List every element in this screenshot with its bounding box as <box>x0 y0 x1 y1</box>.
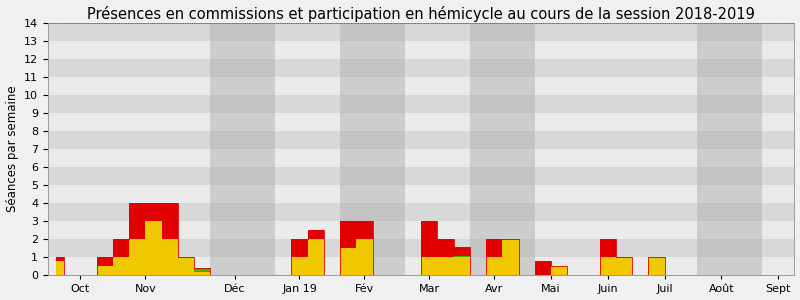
Bar <box>48 239 794 257</box>
Bar <box>470 23 534 275</box>
Bar <box>48 113 794 131</box>
Bar <box>48 257 794 275</box>
Bar <box>48 149 794 167</box>
Bar <box>48 221 794 239</box>
Bar <box>48 203 794 221</box>
Bar <box>48 23 794 41</box>
Bar <box>48 41 794 59</box>
Bar <box>340 23 405 275</box>
Title: Présences en commissions et participation en hémicycle au cours de la session 20: Présences en commissions et participatio… <box>87 6 755 22</box>
Bar <box>48 5 794 23</box>
Bar <box>48 77 794 95</box>
Bar <box>48 167 794 185</box>
Bar <box>48 185 794 203</box>
Bar <box>48 95 794 113</box>
Bar <box>48 59 794 77</box>
Bar <box>697 23 762 275</box>
Bar <box>48 131 794 149</box>
Y-axis label: Séances par semaine: Séances par semaine <box>6 86 18 212</box>
Bar <box>210 23 275 275</box>
